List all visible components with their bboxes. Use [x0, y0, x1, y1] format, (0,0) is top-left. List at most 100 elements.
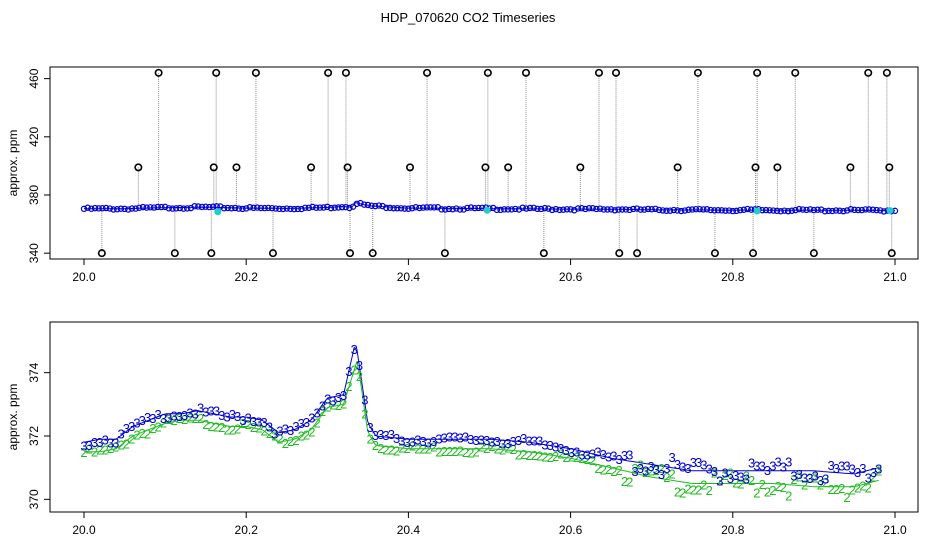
series-blue-marker: 3 [393, 431, 400, 446]
baseline-point [644, 205, 652, 213]
series-blue-marker: 3 [356, 358, 363, 373]
baseline-point [132, 205, 139, 212]
series-green-marker: 2 [345, 379, 352, 394]
series-green-marker: 2 [80, 445, 87, 460]
baseline-point [781, 207, 788, 214]
baseline-point [390, 205, 397, 212]
series-blue-marker: 3 [674, 457, 681, 472]
series-blue-marker: 3 [367, 420, 374, 435]
spike-point [521, 68, 530, 77]
baseline-point [353, 200, 360, 207]
series-green-marker: 2 [197, 411, 204, 426]
series-green-marker: 2 [483, 441, 490, 456]
series-green-marker: 2 [504, 440, 511, 455]
series-blue-marker: 3 [266, 420, 273, 435]
series-green-marker: 2 [139, 426, 146, 441]
top-y-axis-label: approx. ppm [6, 130, 20, 197]
series-green-marker: 2 [472, 445, 479, 460]
spike-point [612, 68, 621, 77]
series-blue-marker: 3 [223, 409, 230, 424]
baseline-point [239, 205, 246, 213]
series-blue-marker: 3 [573, 445, 580, 460]
series-blue-marker: 3 [875, 461, 882, 476]
baseline-point [331, 204, 338, 211]
spike-point [423, 68, 432, 77]
bottom-y-axis-tick-label: 372 [27, 426, 41, 446]
baseline-point [619, 206, 626, 213]
series-blue-marker: 3 [557, 441, 564, 456]
baseline-point [736, 206, 744, 214]
baseline-point [401, 205, 408, 212]
series-green-marker: 2 [769, 483, 776, 498]
series-blue-marker: 3 [361, 392, 368, 407]
series-green-marker: 2 [451, 444, 458, 459]
top-y-axis: 340 380 420 460 [27, 68, 51, 263]
baseline-point [147, 204, 154, 211]
series-blue-marker: 3 [743, 472, 750, 487]
spike-point [615, 249, 624, 258]
series-green-marker: 2 [790, 472, 797, 487]
baseline-point [832, 207, 840, 214]
series-green-marker: 2 [700, 477, 707, 492]
series-green-marker: 2 [827, 482, 834, 497]
baseline-point [405, 205, 412, 212]
series-blue-marker: 3 [663, 461, 670, 476]
series-blue-marker: 3 [107, 436, 114, 451]
baseline-point [136, 204, 143, 211]
baseline-point [154, 203, 161, 211]
top-x-axis-tick-label: 20.4 [397, 270, 421, 284]
series-blue-marker: 3 [621, 448, 628, 463]
series-green-marker: 2 [419, 441, 426, 456]
series-blue-marker: 3 [488, 434, 495, 449]
series-blue-marker: 3 [123, 421, 130, 436]
series-blue-marker: 3 [499, 436, 506, 451]
baseline-point [858, 206, 866, 214]
baseline-point [670, 206, 678, 214]
series-green-marker: 2 [584, 452, 591, 467]
baseline-point [206, 203, 213, 211]
baseline-point [290, 205, 298, 213]
series-blue-marker: 3 [446, 429, 453, 444]
series-green-marker: 2 [647, 464, 654, 479]
series-green-marker: 2 [186, 410, 193, 425]
baseline-point [313, 204, 320, 211]
spike-point [324, 68, 333, 77]
baseline-point [467, 204, 475, 211]
series-blue-marker: 3 [737, 470, 744, 485]
series-green-marker: 2 [123, 436, 130, 451]
baseline-point [666, 207, 674, 214]
baseline-point [770, 207, 777, 214]
series-green-marker: 2 [435, 445, 442, 460]
highlight-point [483, 206, 491, 214]
series-green-marker: 2 [690, 483, 697, 498]
series-green-marker: 2 [181, 412, 188, 427]
baseline-point [161, 203, 169, 211]
baseline-point [228, 205, 235, 212]
series-blue-marker: 3 [722, 465, 729, 480]
baseline-point [475, 204, 482, 212]
baseline-point [633, 205, 641, 212]
baseline-point [589, 205, 596, 212]
series-blue-marker: 3 [594, 444, 601, 459]
spike-point [864, 68, 873, 77]
baseline-point [674, 207, 681, 214]
series-green-marker: 2 [520, 447, 527, 462]
series-blue-marker: 3 [780, 459, 787, 474]
highlight-point [214, 208, 222, 216]
baseline-point [471, 204, 478, 212]
baseline-point [91, 204, 99, 212]
baseline-point [305, 204, 313, 212]
spike-point [268, 249, 277, 258]
spike-point [749, 249, 758, 258]
series-green-marker: 2 [563, 450, 570, 465]
baseline-point [784, 207, 792, 215]
series-green-marker: 2 [425, 441, 432, 456]
series-green-marker: 2 [266, 426, 273, 441]
baseline-point [125, 206, 132, 213]
series-blue-marker: 3 [642, 464, 649, 479]
series-green-marker: 2 [298, 429, 305, 444]
spike-point [170, 249, 179, 258]
baseline-point [80, 205, 88, 213]
series-blue-marker: 3 [552, 440, 559, 455]
series-green-marker: 2 [785, 489, 792, 504]
